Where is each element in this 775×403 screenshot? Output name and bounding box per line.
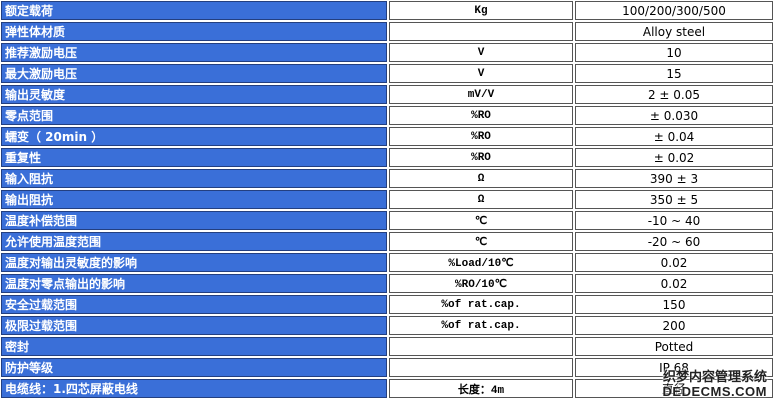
- parameter-name: 温度对输出灵敏度的影响: [1, 253, 387, 272]
- table-row: 重复性 %RO ± 0.02: [1, 148, 773, 167]
- value: IP 68: [575, 358, 773, 377]
- value: ± 0.02: [575, 148, 773, 167]
- table-row: 允许使用温度范围 ℃ -20 ~ 60: [1, 232, 773, 251]
- unit: %RO: [389, 127, 573, 146]
- watermark-text: 织梦内容管理系统: [662, 370, 767, 385]
- value: Alloy steel: [575, 22, 773, 41]
- unit: Ω: [389, 190, 573, 209]
- unit: Ω: [389, 169, 573, 188]
- parameter-name: 输出灵敏度: [1, 85, 387, 104]
- unit: %of rat.cap.: [389, 316, 573, 335]
- parameter-name: 密封: [1, 337, 387, 356]
- parameter-name: 弹性体材质: [1, 22, 387, 41]
- unit: %Load/10℃: [389, 253, 573, 272]
- unit: %RO/10℃: [389, 274, 573, 293]
- unit: %RO: [389, 106, 573, 125]
- table-row: 输入阻抗 Ω 390 ± 3: [1, 169, 773, 188]
- parameter-name: 最大激励电压: [1, 64, 387, 83]
- unit: V: [389, 43, 573, 62]
- parameter-name: 安全过载范围: [1, 295, 387, 314]
- unit: 长度：4m: [389, 379, 573, 398]
- parameter-name: 允许使用温度范围: [1, 232, 387, 251]
- value: 350 ± 5: [575, 190, 773, 209]
- table-row: 弹性体材质 Alloy steel: [1, 22, 773, 41]
- value: 10: [575, 43, 773, 62]
- parameter-name: 防护等级: [1, 358, 387, 377]
- table-row: 零点范围 %RO ± 0.030: [1, 106, 773, 125]
- unit: %RO: [389, 148, 573, 167]
- parameter-name: 输入阻抗: [1, 169, 387, 188]
- parameter-name: 推荐激励电压: [1, 43, 387, 62]
- unit: ℃: [389, 211, 573, 230]
- parameter-name: 电缆线：1.四芯屏蔽电线: [1, 379, 387, 398]
- value: 0.02: [575, 274, 773, 293]
- value: 100/200/300/500: [575, 1, 773, 20]
- value: 0.02: [575, 253, 773, 272]
- table-row: 温度补偿范围 ℃ -10 ~ 40: [1, 211, 773, 230]
- parameter-name: 额定载荷: [1, 1, 387, 20]
- watermark: 织梦内容管理系统 DEDECMS.COM: [663, 371, 767, 399]
- table-row: 电缆线：1.四芯屏蔽电线 长度：4m 直径: [1, 379, 773, 398]
- unit: Kg: [389, 1, 573, 20]
- parameter-name: 温度对零点输出的影响: [1, 274, 387, 293]
- parameter-name: 蠕变（ 20min ）: [1, 127, 387, 146]
- value: -10 ~ 40: [575, 211, 773, 230]
- unit: ℃: [389, 232, 573, 251]
- parameter-name: 重复性: [1, 148, 387, 167]
- value: Potted: [575, 337, 773, 356]
- unit: %of rat.cap.: [389, 295, 573, 314]
- table-row: 输出阻抗 Ω 350 ± 5: [1, 190, 773, 209]
- value: ± 0.030: [575, 106, 773, 125]
- table-row: 温度对输出灵敏度的影响 %Load/10℃ 0.02: [1, 253, 773, 272]
- parameter-name: 温度补偿范围: [1, 211, 387, 230]
- table-row: 密封 Potted: [1, 337, 773, 356]
- table-row: 输出灵敏度 mV/V 2 ± 0.05: [1, 85, 773, 104]
- unit: [389, 337, 573, 356]
- value: ± 0.04: [575, 127, 773, 146]
- watermark-text: DEDECMS.COM: [662, 384, 767, 399]
- table-row: 极限过载范围 %of rat.cap. 200: [1, 316, 773, 335]
- parameter-name: 极限过载范围: [1, 316, 387, 335]
- value: 150: [575, 295, 773, 314]
- table-row: 温度对零点输出的影响 %RO/10℃ 0.02: [1, 274, 773, 293]
- table-row: 蠕变（ 20min ） %RO ± 0.04: [1, 127, 773, 146]
- value: -20 ~ 60: [575, 232, 773, 251]
- value: 直径: [575, 379, 773, 398]
- unit: V: [389, 64, 573, 83]
- value: 390 ± 3: [575, 169, 773, 188]
- table-row: 额定载荷 Kg 100/200/300/500: [1, 1, 773, 20]
- value: 200: [575, 316, 773, 335]
- table-row: 推荐激励电压 V 10: [1, 43, 773, 62]
- unit: [389, 22, 573, 41]
- value: 2 ± 0.05: [575, 85, 773, 104]
- table-row: 最大激励电压 V 15: [1, 64, 773, 83]
- table-row: 安全过载范围 %of rat.cap. 150: [1, 295, 773, 314]
- parameter-name: 输出阻抗: [1, 190, 387, 209]
- value: 15: [575, 64, 773, 83]
- table-row: 防护等级 IP 68: [1, 358, 773, 377]
- parameter-name: 零点范围: [1, 106, 387, 125]
- unit: mV/V: [389, 85, 573, 104]
- unit: [389, 358, 573, 377]
